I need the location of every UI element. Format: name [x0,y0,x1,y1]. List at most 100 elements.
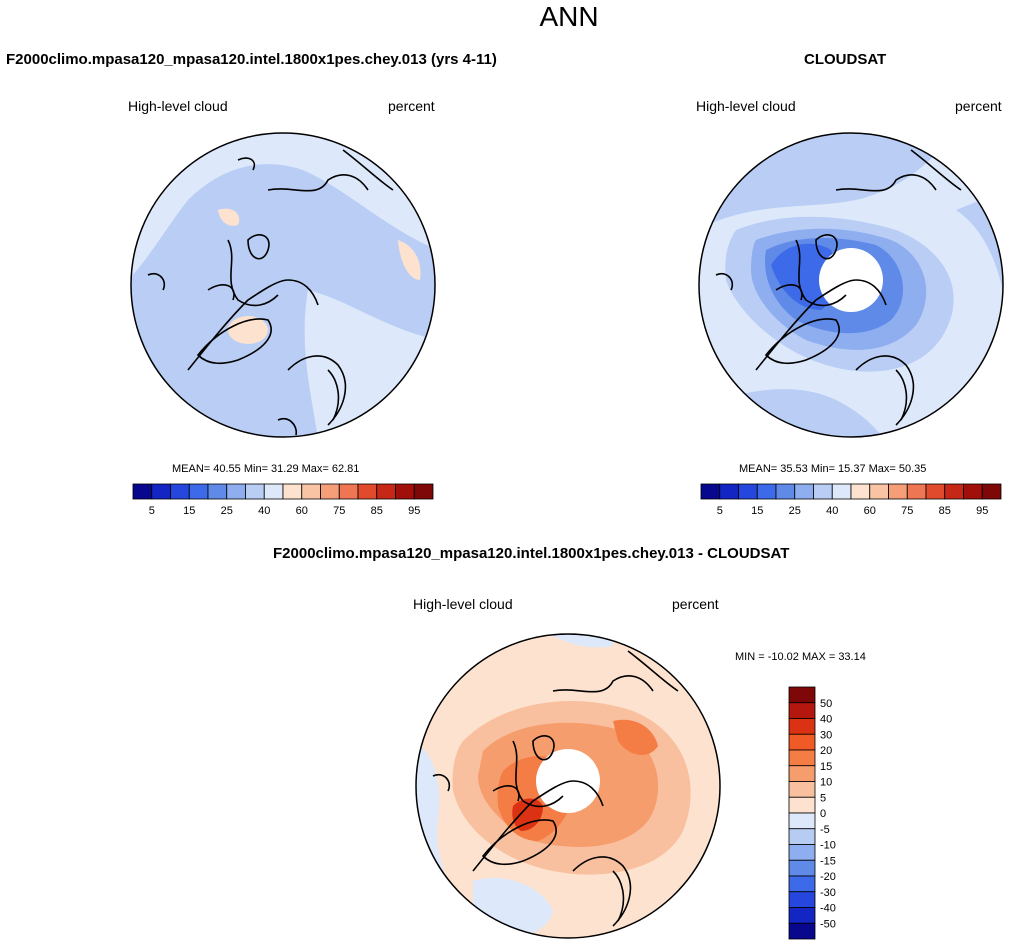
diff-colorbar-swatch [788,781,816,798]
coastlines [432,650,679,927]
model-colorbar-swatch [320,483,340,500]
obs-units-label: percent [955,98,1002,114]
diff-colorbar-swatch [788,749,816,767]
diff-colorbar-swatch [788,812,816,830]
diff-colorbar-tick-label: 40 [820,714,832,726]
model-colorbar-swatch [226,483,246,500]
model-colorbar-tick-label: 25 [221,505,233,517]
diff-colorbar-swatch [788,702,816,719]
diff-colorbar-swatch [788,796,816,814]
diff-colorbar-tick-label: -15 [820,855,836,867]
model-colorbar-swatch [376,483,396,500]
obs-variable-label: High-level cloud [696,98,796,114]
model-stats: MEAN= 40.55 Min= 31.29 Max= 62.81 [172,463,360,475]
diff-colorbar-tick-label: 10 [820,777,832,789]
page-title: ANN [539,1,599,32]
model-colorbar-tick-label: 85 [371,505,383,517]
obs-colorbar-swatch [831,483,852,500]
diff-colorbar-swatch [788,859,816,877]
model-case-label: F2000climo.mpasa120_mpasa120.intel.1800x… [6,51,497,68]
obs-colorbar: 5 15 25 40 60 75 85 95 [700,483,1002,517]
model-colorbar-swatch [245,483,265,500]
obs-colorbar-swatch [738,483,758,500]
obs-colorbar-swatch [850,483,871,500]
diff-colorbar-tick-label: -40 [820,903,836,915]
model-colorbar-swatch [188,483,209,500]
obs-colorbar-swatch [813,483,833,500]
diff-colorbar-tick-label: 20 [820,745,832,757]
model-colorbar-swatch [282,483,303,500]
obs-colorbar-tick-label: 95 [976,505,988,517]
diff-colorbar-tick-label: -20 [820,871,836,883]
diff-colorbar-tick-label: -30 [820,887,836,899]
greenland-peak [228,316,268,344]
obs-colorbar-swatch [700,483,721,500]
obs-colorbar-tick-label: 40 [826,505,838,517]
obs-colorbar-tick-label: 5 [717,505,723,517]
obs-colorbar-swatch [775,483,796,500]
diff-colorbar-swatch [788,922,816,940]
map-boundary [698,132,1004,438]
map-boundary [415,633,721,939]
diff-colorbar-swatch [788,907,816,924]
diff-stats: MIN = -10.02 MAX = 33.14 [735,651,866,663]
model-colorbar-tick-label: 15 [183,505,195,517]
diff-case-label: F2000climo.mpasa120_mpasa120.intel.1800x… [273,545,790,562]
diff-colorbar-tick-label: 0 [820,808,826,820]
model-colorbar: 5 15 25 40 60 75 85 95 [132,483,434,517]
obs-colorbar-swatch [906,483,927,500]
obs-colorbar-swatch [981,483,1002,500]
obs-colorbar-tick-label: 25 [789,505,801,517]
coastlines [715,149,962,426]
coastlines [147,149,394,436]
diff-colorbar-tick-label: 50 [820,698,832,710]
obs-stats: MEAN= 35.53 Min= 15.37 Max= 50.35 [739,463,927,475]
obs-colorbar-swatch [756,483,777,500]
diff-polar-map [415,633,721,939]
obs-polar-map [698,132,1004,438]
model-colorbar-tick-label: 5 [149,505,155,517]
obs-colorbar-swatch [963,483,983,500]
model-colorbar-swatch [301,483,321,500]
diff-colorbar-swatch [788,765,816,782]
diff-units-label: percent [672,596,719,612]
diff-colorbar-swatch [788,844,816,861]
obs-colorbar-tick-label: 15 [751,505,763,517]
diff-colorbar-swatch [788,891,816,908]
diff-colorbar-swatch [788,733,816,751]
diff-colorbar-tick-label: -10 [820,840,836,852]
diff-colorbar-tick-label: -50 [820,918,836,930]
obs-colorbar-swatch [794,483,814,500]
diff-colorbar-swatch [788,828,816,845]
obs-colorbar-swatch [719,483,739,500]
diff-colorbar-tick-label: 15 [820,761,832,773]
obs-colorbar-tick-label: 75 [901,505,913,517]
diff-colorbar-swatch [788,718,816,735]
obs-colorbar-swatch [869,483,889,500]
diff-variable-label: High-level cloud [413,596,513,612]
obs-case-label: CLOUDSAT [804,51,887,68]
obs-colorbar-swatch [944,483,964,500]
diff-colorbar-tick-label: -5 [820,824,830,836]
obs-colorbar-tick-label: 60 [864,505,876,517]
obs-colorbar-tick-label: 85 [939,505,951,517]
model-colorbar-swatch [338,483,359,500]
diff-colorbar-tick-label: 30 [820,729,832,741]
model-colorbar-swatch [263,483,284,500]
diff-colorbar-tick-label: 5 [820,792,826,804]
obs-colorbar-swatch [925,483,946,500]
model-colorbar-tick-label: 75 [333,505,345,517]
model-variable-label: High-level cloud [128,98,228,114]
map-boundary [130,132,436,438]
diff-colorbar-swatch [788,686,816,704]
obs-colorbar-swatch [888,483,908,500]
model-colorbar-tick-label: 40 [258,505,270,517]
model-colorbar-swatch [413,483,434,500]
model-units-label: percent [388,98,435,114]
model-colorbar-swatch [151,483,171,500]
model-colorbar-tick-label: 60 [296,505,308,517]
model-colorbar-tick-label: 95 [408,505,420,517]
model-colorbar-swatch [207,483,228,500]
model-polar-map [130,132,436,438]
